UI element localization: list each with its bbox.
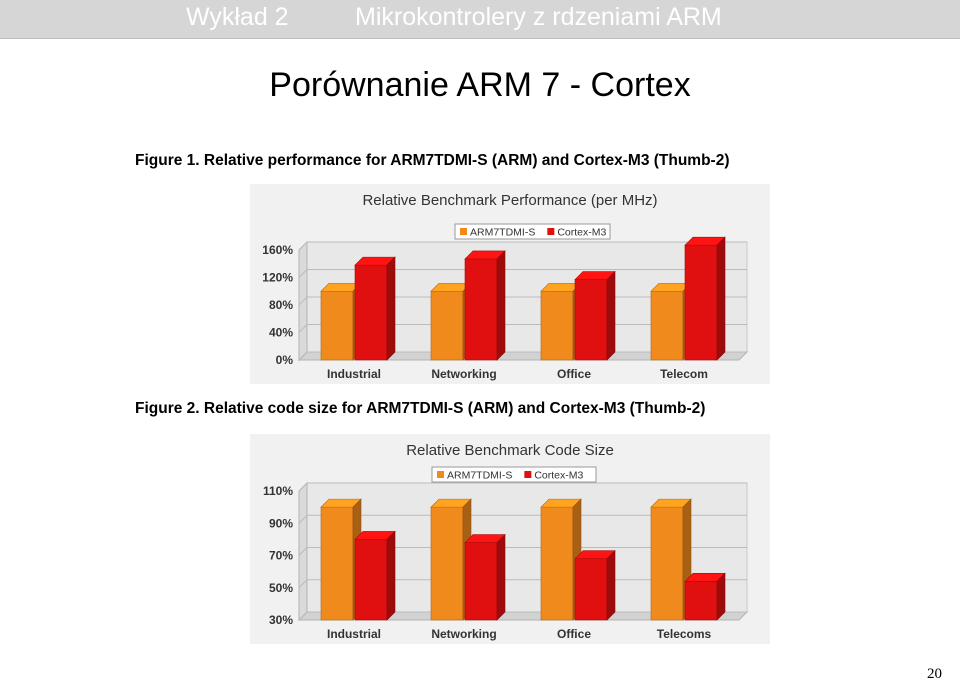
legend-label: ARM7TDMI-S xyxy=(470,227,535,239)
performance-chart: Relative Benchmark Performance (per MHz)… xyxy=(250,184,770,384)
bar-networking-cortex-m3 xyxy=(464,250,506,361)
x-category-label: Telecoms xyxy=(657,627,712,641)
bar-side xyxy=(606,550,616,621)
figure-2-caption: Figure 2. Relative code size for ARM7TDM… xyxy=(135,400,706,417)
legend-swatch xyxy=(524,471,532,478)
x-category-label: Industrial xyxy=(327,367,381,381)
x-category-label: Telecom xyxy=(660,367,708,381)
x-category-label: Networking xyxy=(431,367,496,381)
legend-swatch xyxy=(547,228,555,235)
bar-front xyxy=(574,558,608,621)
chart-legend: ARM7TDMI-S Cortex-M3 xyxy=(454,223,611,240)
bar-front xyxy=(354,264,388,361)
y-tick-label: 30% xyxy=(269,613,293,627)
gridline-depth xyxy=(298,579,308,589)
bar-side xyxy=(606,270,616,361)
bar-front xyxy=(540,506,574,621)
y-tick-label: 40% xyxy=(269,326,293,340)
y-tick-label: 110% xyxy=(263,484,293,498)
bar-front xyxy=(574,279,608,361)
y-tick-label: 50% xyxy=(269,581,293,595)
bar-front xyxy=(464,542,498,621)
y-tick-label: 0% xyxy=(276,353,294,367)
y-tick-label: 90% xyxy=(269,516,293,530)
bar-front xyxy=(320,506,354,621)
bar-front xyxy=(684,244,718,361)
bar-side xyxy=(386,530,396,621)
y-tick-label: 70% xyxy=(269,549,293,563)
figure-1-caption: Figure 1. Relative performance for ARM7T… xyxy=(135,152,730,169)
bar-side xyxy=(716,572,726,621)
legend-swatch xyxy=(460,228,467,235)
legend-box xyxy=(431,466,597,483)
gridline-depth xyxy=(298,611,308,621)
legend-label: Cortex-M3 xyxy=(557,227,606,239)
bar-office-cortex-m3 xyxy=(574,270,616,361)
bar-side xyxy=(496,250,506,361)
bar-telecom-cortex-m3 xyxy=(684,236,726,361)
gridline-depth xyxy=(298,296,308,306)
y-tick-label: 120% xyxy=(262,271,293,285)
bar-front xyxy=(430,506,464,621)
bar-front xyxy=(430,290,464,361)
x-category-label: Networking xyxy=(431,627,496,641)
bar-front xyxy=(320,290,354,361)
bar-front xyxy=(650,290,684,361)
gridline-depth xyxy=(298,547,308,556)
bar-industrial-cortex-m3 xyxy=(354,530,396,621)
gridline-depth xyxy=(298,482,308,492)
bar-side xyxy=(386,256,396,361)
gridline-depth xyxy=(298,514,308,524)
bar-telecoms-cortex-m3 xyxy=(684,572,726,621)
lecture-label: Wykład 2 xyxy=(186,3,289,31)
gridline-depth xyxy=(298,241,308,251)
x-category-label: Office xyxy=(557,627,591,641)
bar-office-cortex-m3 xyxy=(574,550,616,621)
slide-title: Porównanie ARM 7 - Cortex xyxy=(269,66,691,104)
chart-legend: ARM7TDMI-S Cortex-M3 xyxy=(431,466,597,483)
bar-side xyxy=(496,533,506,621)
bar-industrial-cortex-m3 xyxy=(354,256,396,361)
gridline-depth xyxy=(298,351,308,361)
legend-box xyxy=(454,223,611,240)
bar-side xyxy=(716,236,726,361)
bar-front xyxy=(540,290,574,361)
legend-swatch xyxy=(437,471,444,478)
x-category-label: Office xyxy=(557,367,591,381)
x-category-label: Industrial xyxy=(327,627,381,641)
bar-front xyxy=(684,581,718,621)
gridline-depth xyxy=(298,324,308,333)
slide-header: Wykład 2 Mikrokontrolery z rdzeniami ARM xyxy=(0,0,960,39)
bar-front xyxy=(464,258,498,361)
chart-title: Relative Benchmark Code Size xyxy=(406,442,614,459)
y-tick-label: 80% xyxy=(269,298,293,312)
bar-networking-cortex-m3 xyxy=(464,533,506,621)
y-tick-label: 160% xyxy=(262,243,293,257)
legend-label: Cortex-M3 xyxy=(534,470,583,482)
gridline-depth xyxy=(298,269,308,278)
chart-title: Relative Benchmark Performance (per MHz) xyxy=(362,192,657,209)
bar-front xyxy=(354,539,388,621)
bar-front xyxy=(650,506,684,621)
course-title: Mikrokontrolery z rdzeniami ARM xyxy=(355,3,722,31)
code-size-chart: Relative Benchmark Code Size 30% 50% 70% 90%… xyxy=(250,434,770,644)
legend-label: ARM7TDMI-S xyxy=(447,470,512,482)
page-number: 20 xyxy=(927,666,942,682)
